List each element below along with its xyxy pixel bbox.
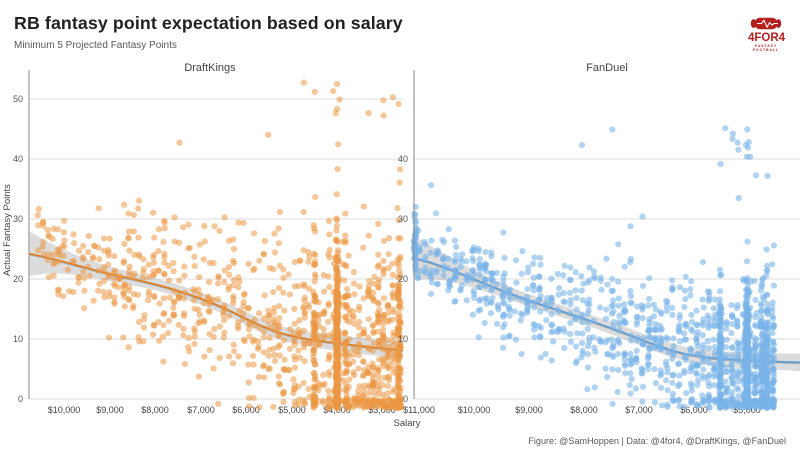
svg-text:20: 20 [398,274,408,284]
svg-text:$9,000: $9,000 [515,405,543,415]
svg-text:$9,000: $9,000 [96,405,124,415]
svg-text:20: 20 [13,274,23,284]
svg-text:30: 30 [398,214,408,224]
svg-text:10: 10 [398,334,408,344]
svg-text:$10,000: $10,000 [48,405,81,415]
svg-text:0: 0 [18,394,23,404]
svg-text:$6,000: $6,000 [232,405,260,415]
svg-text:10: 10 [13,334,23,344]
svg-text:$8,000: $8,000 [141,405,169,415]
svg-text:$10,000: $10,000 [458,405,491,415]
svg-text:$7,000: $7,000 [187,405,215,415]
svg-text:$8,000: $8,000 [570,405,598,415]
svg-text:40: 40 [13,154,23,164]
svg-text:50: 50 [13,94,23,104]
svg-text:0: 0 [403,394,408,404]
svg-text:40: 40 [398,154,408,164]
svg-text:$11,000: $11,000 [403,405,435,415]
svg-text:$7,000: $7,000 [625,405,653,415]
svg-text:30: 30 [13,214,23,224]
